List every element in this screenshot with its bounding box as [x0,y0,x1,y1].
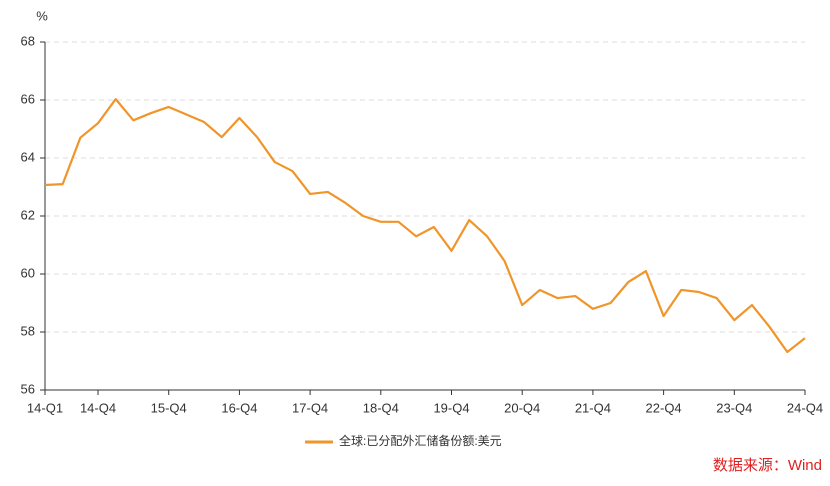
x-tick-label: 16-Q4 [221,400,257,415]
y-tick-label: 68 [21,33,35,48]
source-note: 数据来源：Wind [713,457,822,474]
x-tick-label: 24-Q4 [787,400,823,415]
y-tick-label: 64 [21,149,35,164]
x-tick-label: 19-Q4 [433,400,469,415]
data-line [44,98,806,354]
x-tick-label: 17-Q4 [292,400,328,415]
y-tick-label: 58 [21,323,35,338]
y-axis-label: % [36,8,48,23]
x-tick-label: 23-Q4 [716,400,752,415]
y-tick-label: 60 [21,265,35,280]
x-tick-label: 20-Q4 [504,400,540,415]
x-tick-label: 18-Q4 [363,400,399,415]
legend-label: 全球:已分配外汇储备份额:美元 [339,433,502,448]
y-tick-label: 56 [21,381,35,396]
x-tick-label: 15-Q4 [151,400,187,415]
x-tick-label: 14-Q4 [80,400,116,415]
x-tick-label: 14-Q1 [27,400,63,415]
x-tick-label: 21-Q4 [575,400,611,415]
x-tick-label: 22-Q4 [646,400,682,415]
y-tick-label: 62 [21,207,35,222]
y-tick-label: 66 [21,91,35,106]
